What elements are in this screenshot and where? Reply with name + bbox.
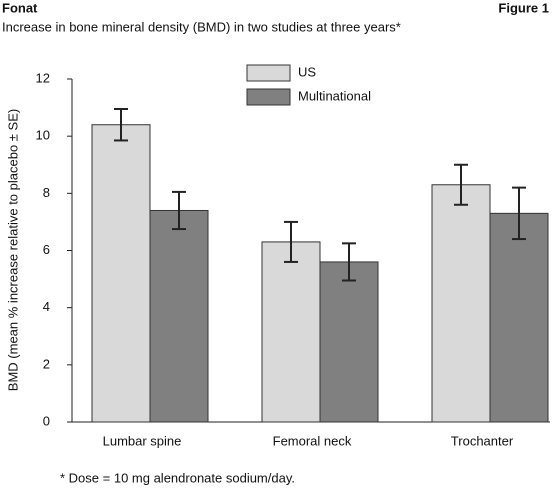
- y-tick-label: 8: [43, 185, 50, 200]
- x-tick-label: Trochanter: [451, 433, 514, 448]
- y-tick-label: 0: [43, 413, 50, 428]
- error-bar: [114, 108, 128, 142]
- error-bar: [342, 242, 356, 282]
- bar: [91, 124, 151, 423]
- header: Fonat: [2, 0, 38, 15]
- x-tick-label: Femoral neck: [273, 433, 352, 448]
- error-bar: [284, 220, 298, 263]
- bar: [149, 209, 209, 423]
- error-bar: [454, 163, 468, 206]
- x-tick-label: Lumbar spine: [103, 433, 182, 448]
- y-tick-label: 6: [43, 242, 50, 257]
- y-tick-label: 2: [43, 356, 50, 371]
- legend-label: Multinational: [298, 88, 371, 103]
- footnote: * Dose = 10 mg alendronate sodium/day.: [60, 470, 295, 485]
- y-tick-label: 4: [43, 299, 50, 314]
- bar: [319, 261, 379, 423]
- bar: [431, 184, 491, 423]
- y-tick-label: 12: [36, 70, 50, 85]
- bar: [489, 212, 549, 423]
- figure-label: Figure 1: [498, 0, 549, 15]
- chart-title: Increase in bone mineral density (BMD) i…: [2, 19, 401, 34]
- legend-swatch: [246, 64, 291, 82]
- y-tick-label: 10: [36, 128, 50, 143]
- error-bar: [172, 190, 186, 231]
- legend-swatch: [246, 88, 291, 106]
- legend-label: US: [298, 64, 316, 79]
- y-axis-label: BMD (mean % increase relative to placebo…: [5, 109, 20, 391]
- error-bar: [512, 186, 526, 241]
- bar: [261, 241, 321, 423]
